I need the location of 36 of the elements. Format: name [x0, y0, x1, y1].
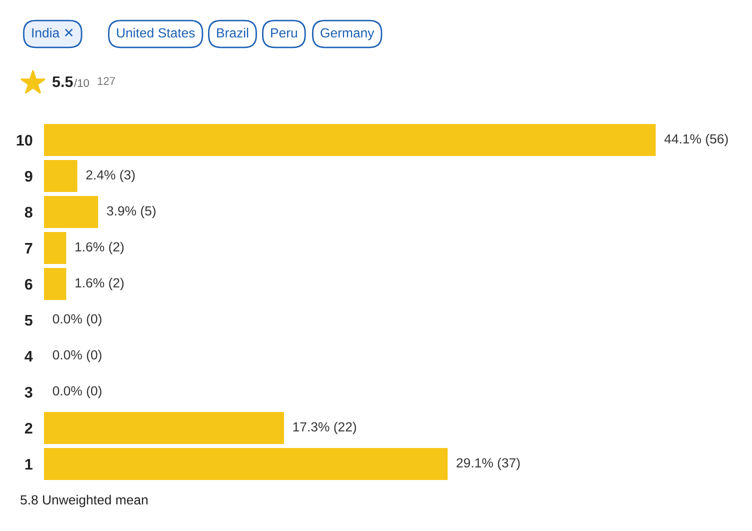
data-label: 3.9% (5) [106, 206, 156, 218]
data-label: 1.6% (2) [76, 278, 124, 290]
y-tick-label: 10 [16, 134, 32, 146]
data-label: 1.6% (2) [76, 242, 124, 254]
y-tick-label: 7 [25, 243, 32, 254]
text: 5.8 Unweighted mean [20, 494, 148, 508]
text: 127 [98, 77, 115, 85]
data-label: 2.4% (3) [86, 170, 135, 182]
text: 5.5 [52, 76, 73, 88]
text: /10 [74, 78, 90, 87]
text: India ✕ [32, 28, 73, 38]
y-tick-label: 3 [24, 386, 32, 398]
bar [44, 412, 284, 444]
y-tick-label: 4 [24, 351, 33, 362]
text: Brazil [217, 28, 248, 38]
data-label: 29.1% (37) [456, 458, 520, 470]
y-tick-label: 8 [24, 206, 32, 218]
y-tick-label: 5 [24, 315, 32, 326]
y-tick-label: 6 [24, 278, 32, 290]
y-tick-label: 2 [24, 422, 32, 434]
bar [44, 196, 98, 228]
bar [44, 124, 656, 156]
bar [44, 232, 66, 264]
data-label: 17.3% (22) [293, 422, 356, 434]
bar [44, 448, 448, 480]
data-label: 44.1% (56) [664, 134, 728, 146]
data-label: 0.0% (0) [52, 350, 102, 362]
bar [44, 268, 66, 300]
bar [44, 160, 78, 192]
text: Peru [271, 28, 297, 38]
y-tick-label: 9 [24, 170, 32, 182]
text: United States [117, 28, 195, 38]
data-label: 0.0% (0) [52, 314, 102, 326]
data-label: 0.0% (0) [52, 386, 102, 398]
y-tick-label: 1 [25, 459, 32, 470]
text: Germany [320, 28, 374, 40]
